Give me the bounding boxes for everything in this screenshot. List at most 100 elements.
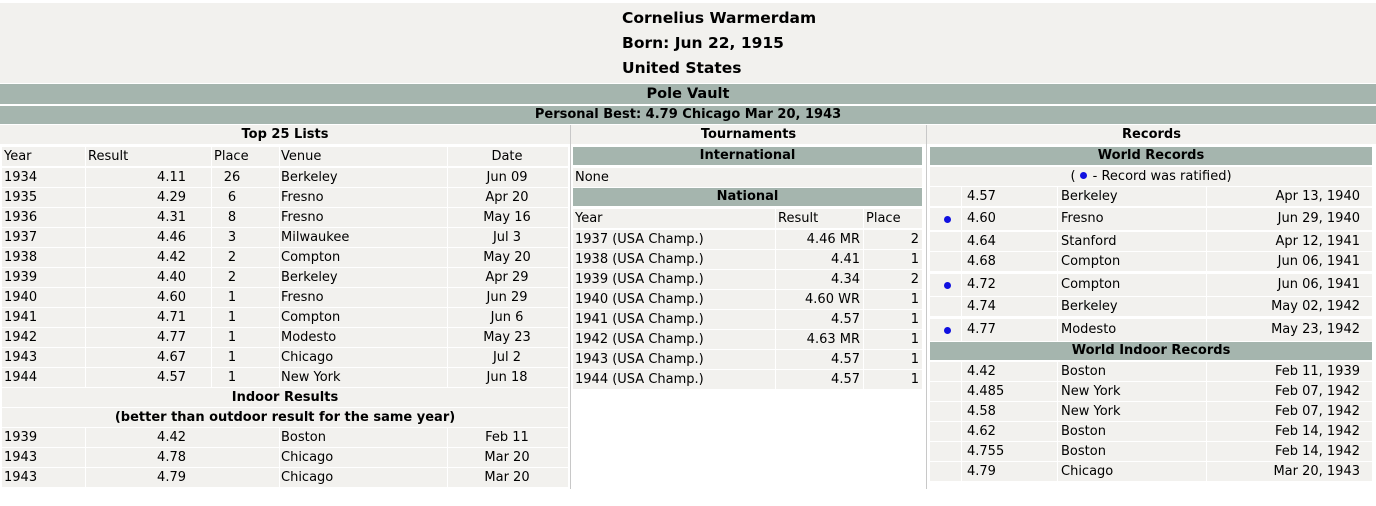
venue: Berkeley (1061, 189, 1118, 204)
cell-divider (573, 270, 864, 289)
venue: Chicago (1061, 464, 1114, 479)
venue: Fresno (281, 210, 324, 225)
date: May 16 (483, 210, 531, 225)
world-indoor-record-row: 4.42 Boston Feb 11, 1939 (930, 362, 1372, 381)
cell-divider (930, 187, 962, 206)
cell-divider (2, 228, 86, 247)
cell-divider (2, 147, 86, 166)
cell-divider (2, 308, 212, 327)
top25-header-row: Year Result Place Venue Date (2, 147, 568, 166)
result: 4.67 (157, 350, 186, 365)
col-place: Place (214, 149, 249, 164)
legend-open: ( (1070, 169, 1076, 184)
year-meet: 1940 (USA Champ.) (575, 292, 704, 307)
year-meet: 1938 (USA Champ.) (575, 252, 704, 267)
place: 1 (910, 312, 919, 327)
tournaments-title: Tournaments (571, 125, 926, 144)
place: 2 (910, 232, 919, 247)
ratified-dot-icon (1079, 172, 1087, 179)
cell-divider (930, 252, 962, 271)
place: 6 (227, 190, 237, 205)
place: 1 (227, 310, 237, 325)
indoor-results-title: Indoor Results (2, 388, 568, 407)
date: Feb 14, 1942 (1274, 424, 1360, 439)
year: 1935 (4, 190, 38, 205)
cell-divider (2, 168, 280, 187)
indoor-row: 1943 4.78 Chicago Mar 20 (2, 448, 568, 467)
world-record-row: 4.57 Berkeley Apr 13, 1940 (930, 187, 1372, 206)
world-indoor-record-row: 4.485 New York Feb 07, 1942 (930, 382, 1372, 401)
athlete-name: Cornelius Warmerdam (622, 9, 817, 27)
col-year: Year (4, 149, 32, 164)
place: 26 (223, 170, 241, 185)
year: 1941 (4, 310, 38, 325)
year: 1939 (4, 430, 38, 445)
result: 4.77 (157, 330, 186, 345)
col-result: Result (88, 149, 129, 164)
cell-divider (573, 310, 776, 329)
year-meet: 1941 (USA Champ.) (575, 312, 704, 327)
cell-divider (2, 468, 86, 487)
date: Feb 11, 1939 (1274, 364, 1360, 379)
cell-divider (2, 428, 86, 447)
venue: Fresno (281, 290, 324, 305)
date: Feb 14, 1942 (1274, 444, 1360, 459)
date: Apr 29 (485, 270, 529, 285)
international-heading: International (573, 147, 922, 165)
cell-divider (2, 328, 280, 347)
cell-divider (573, 330, 776, 349)
date: Jun 29, 1940 (1277, 211, 1360, 226)
cell-divider (2, 188, 280, 207)
result: 4.74 (967, 299, 996, 314)
cell-divider (573, 290, 864, 309)
year: 1939 (4, 270, 38, 285)
cell-divider (573, 209, 864, 228)
cell-divider (930, 442, 1058, 461)
cell-divider (930, 297, 1207, 316)
place: 1 (227, 370, 237, 385)
date: Apr 20 (485, 190, 529, 205)
venue: Compton (1061, 254, 1121, 269)
cell-divider (930, 462, 1207, 481)
ratified-legend: ( - Record was ratified) (930, 167, 1372, 186)
year: 1942 (4, 330, 38, 345)
column-divider (926, 125, 927, 489)
cell-divider (930, 402, 1207, 421)
year-meet: 1944 (USA Champ.) (575, 372, 704, 387)
cell-divider (930, 402, 1058, 421)
date: Apr 12, 1941 (1275, 234, 1360, 249)
place: 1 (910, 332, 919, 347)
top25-row: 1936 4.31 8 Fresno May 16 (2, 208, 568, 227)
result: 4.755 (967, 444, 1005, 459)
world-record-row: 4.74 Berkeley May 02, 1942 (930, 297, 1372, 316)
cell-divider (573, 350, 864, 369)
national-row: 1944 (USA Champ.) 4.57 1 (573, 370, 922, 389)
result: 4.46 MR (806, 232, 860, 247)
result: 4.60 (967, 211, 996, 226)
records-title: Records (927, 125, 1376, 144)
top25-row: 1937 4.46 3 Milwaukee Jul 3 (2, 228, 568, 247)
date: May 23, 1942 (1271, 322, 1360, 337)
national-row: 1940 (USA Champ.) 4.60 WR 1 (573, 290, 922, 309)
cell-divider (2, 147, 212, 166)
cell-divider (930, 422, 1058, 441)
venue: New York (1061, 384, 1121, 399)
cell-divider (930, 382, 1058, 401)
result: 4.57 (967, 189, 996, 204)
result: 4.34 (831, 272, 860, 287)
top25-row: 1938 4.42 2 Compton May 20 (2, 248, 568, 267)
year-meet: 1937 (USA Champ.) (575, 232, 704, 247)
international-row: None (573, 168, 922, 187)
date: Feb 11 (485, 430, 529, 445)
cell-divider (2, 288, 448, 307)
world-record-row: 4.60 Fresno Jun 29, 1940 (930, 208, 1372, 230)
athlete-country: United States (622, 59, 742, 77)
cell-divider (2, 208, 212, 227)
cell-divider (930, 208, 962, 230)
venue: Fresno (281, 190, 324, 205)
cell-divider (2, 368, 86, 387)
national-row: 1937 (USA Champ.) 4.46 MR 2 (573, 230, 922, 249)
top25-row: 1941 4.71 1 Compton Jun 6 (2, 308, 568, 327)
cell-divider (2, 168, 212, 187)
cell-divider (930, 442, 962, 461)
